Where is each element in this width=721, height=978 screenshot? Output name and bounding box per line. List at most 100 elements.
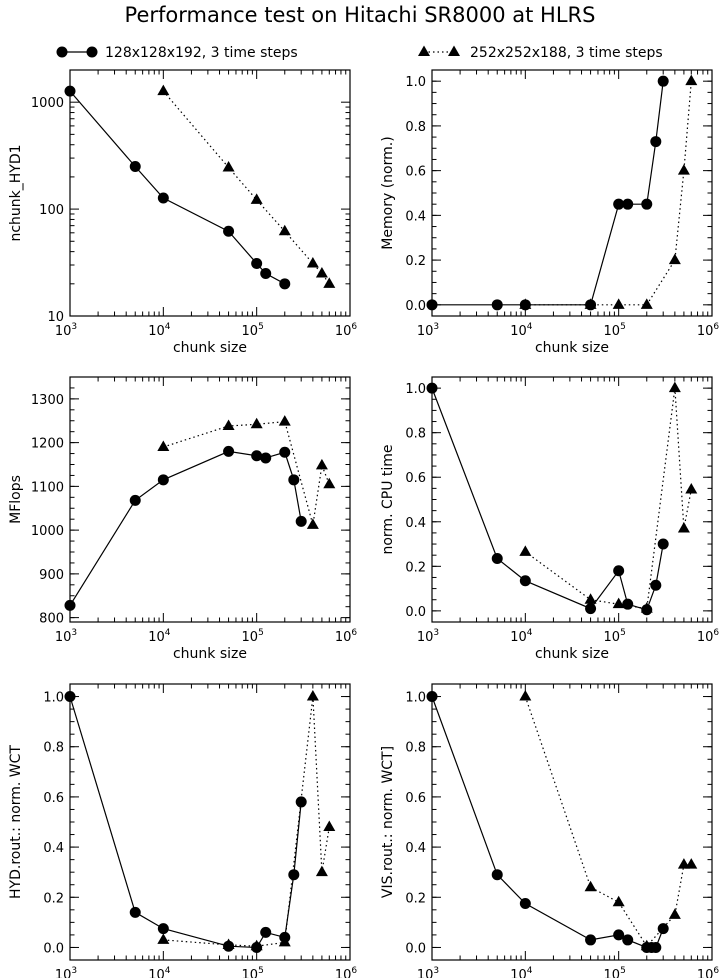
data-point-circle (288, 474, 300, 486)
x-tick-label: 104 (510, 966, 533, 978)
data-point-circle (426, 691, 438, 703)
y-tick-label: 0.4 (405, 841, 426, 856)
x-tick-exponent: 4 (165, 322, 171, 332)
data-point-triangle (323, 277, 336, 288)
data-point-circle (426, 382, 438, 394)
data-point-circle (585, 603, 597, 615)
x-tick-label: 106 (697, 322, 720, 339)
x-tick-label: 103 (55, 966, 77, 978)
data-point-triangle (157, 440, 170, 451)
data-point-triangle (668, 908, 681, 919)
data-point-triangle (584, 593, 597, 604)
data-point-circle (491, 553, 503, 565)
y-tick-label: 1000 (31, 96, 64, 111)
y-tick-label: 0.8 (405, 741, 426, 756)
y-axis-label: MFlops (8, 475, 24, 524)
data-point-circle (585, 934, 597, 946)
data-point-circle (223, 225, 235, 237)
data-point-triangle (612, 895, 625, 907)
data-point-triangle (250, 939, 263, 951)
y-tick-label: 1100 (31, 480, 64, 495)
data-point-triangle (278, 935, 291, 947)
data-point-triangle (222, 160, 235, 172)
x-tick-label: 105 (242, 628, 264, 645)
series-1-line (432, 81, 664, 306)
y-axis-label: HYD.rout.: norm. WCT (8, 745, 24, 899)
x-tick-label: 103 (417, 966, 439, 978)
plot-panel-4: 103 104 105 106 0.0 0.2 0.4 0.6 0.8 1.0 chunk size… (380, 376, 719, 662)
data-point-triangle (315, 266, 328, 278)
legend-marker-series-1 (56, 46, 68, 58)
y-tick-label: 0.2 (405, 254, 426, 269)
y-tick-label: 0.0 (405, 941, 426, 956)
y-tick-label: 0.6 (405, 165, 426, 180)
x-axis-label: chunk size (173, 340, 247, 356)
x-tick-label: 104 (148, 966, 171, 978)
data-point-triangle (519, 690, 532, 701)
x-tick-exponent: 4 (165, 628, 171, 638)
series-2-line (524, 696, 692, 948)
legend-marker-series-2 (448, 45, 460, 56)
data-point-triangle (584, 298, 597, 309)
x-tick-exponent: 5 (258, 628, 264, 638)
x-tick-exponent: 3 (433, 966, 439, 976)
legend-label-series-1: 128x128x192, 3 time steps (105, 45, 298, 61)
series-1-line (431, 696, 664, 949)
data-point-triangle (685, 482, 698, 494)
data-point-triangle (157, 933, 170, 944)
data-point-triangle (306, 518, 319, 529)
y-axis-label: nchunk_HYD1 (8, 144, 24, 241)
data-point-triangle (668, 381, 681, 393)
y-tick-label: 0.6 (405, 471, 426, 486)
data-point-circle (613, 198, 625, 210)
series-2-line (163, 696, 330, 947)
x-tick-exponent: 6 (713, 628, 719, 638)
x-tick-label: 105 (604, 966, 626, 978)
data-point-triangle (323, 820, 336, 832)
series-2-line (163, 420, 330, 526)
x-tick-label: 103 (417, 628, 439, 645)
data-point-triangle (315, 865, 328, 877)
data-point-triangle (640, 602, 653, 613)
y-tick-label: 1.0 (43, 691, 64, 706)
plot-panel-2: 103 104 105 106 0.0 0.2 0.4 0.6 0.8 1.0 chunk size… (380, 69, 720, 356)
y-tick-label: 800 (39, 612, 64, 627)
data-point-circle (260, 267, 272, 279)
y-tick-label: 0.0 (43, 941, 64, 956)
plot-frame (69, 376, 351, 623)
data-point-circle (622, 598, 634, 610)
data-point-circle (657, 923, 669, 935)
x-tick-label: 106 (335, 966, 358, 978)
data-point-triangle (278, 224, 291, 236)
x-tick-exponent: 6 (713, 322, 719, 332)
series-2-line (524, 388, 692, 610)
plot-frame (69, 683, 351, 961)
x-tick-label: 103 (55, 628, 77, 645)
y-tick-label: 0.8 (405, 427, 426, 442)
data-point-triangle (222, 938, 235, 949)
x-tick-exponent: 3 (71, 628, 77, 638)
y-tick-label: 0.2 (405, 891, 426, 906)
data-point-circle (295, 796, 307, 808)
x-tick-label: 104 (510, 628, 533, 645)
x-axis-label: chunk size (173, 646, 247, 662)
data-point-triangle (306, 256, 319, 268)
data-point-triangle (306, 690, 319, 701)
x-tick-label: 106 (697, 966, 720, 978)
series-1-line (431, 387, 664, 611)
y-tick-label: 0.0 (405, 299, 426, 314)
data-point-circle (650, 136, 662, 148)
data-point-triangle (519, 298, 532, 309)
y-tick-label: 1.0 (405, 75, 426, 90)
data-point-circle (251, 257, 263, 269)
data-point-circle (519, 898, 531, 910)
y-tick-label: 0.2 (405, 560, 426, 575)
x-tick-label: 105 (604, 322, 626, 339)
data-point-circle (622, 198, 634, 210)
data-point-circle (613, 565, 625, 577)
data-point-triangle (157, 84, 170, 96)
data-point-circle (288, 869, 300, 881)
x-tick-exponent: 6 (713, 966, 719, 976)
data-point-circle (129, 161, 141, 173)
x-tick-label: 104 (510, 322, 533, 339)
